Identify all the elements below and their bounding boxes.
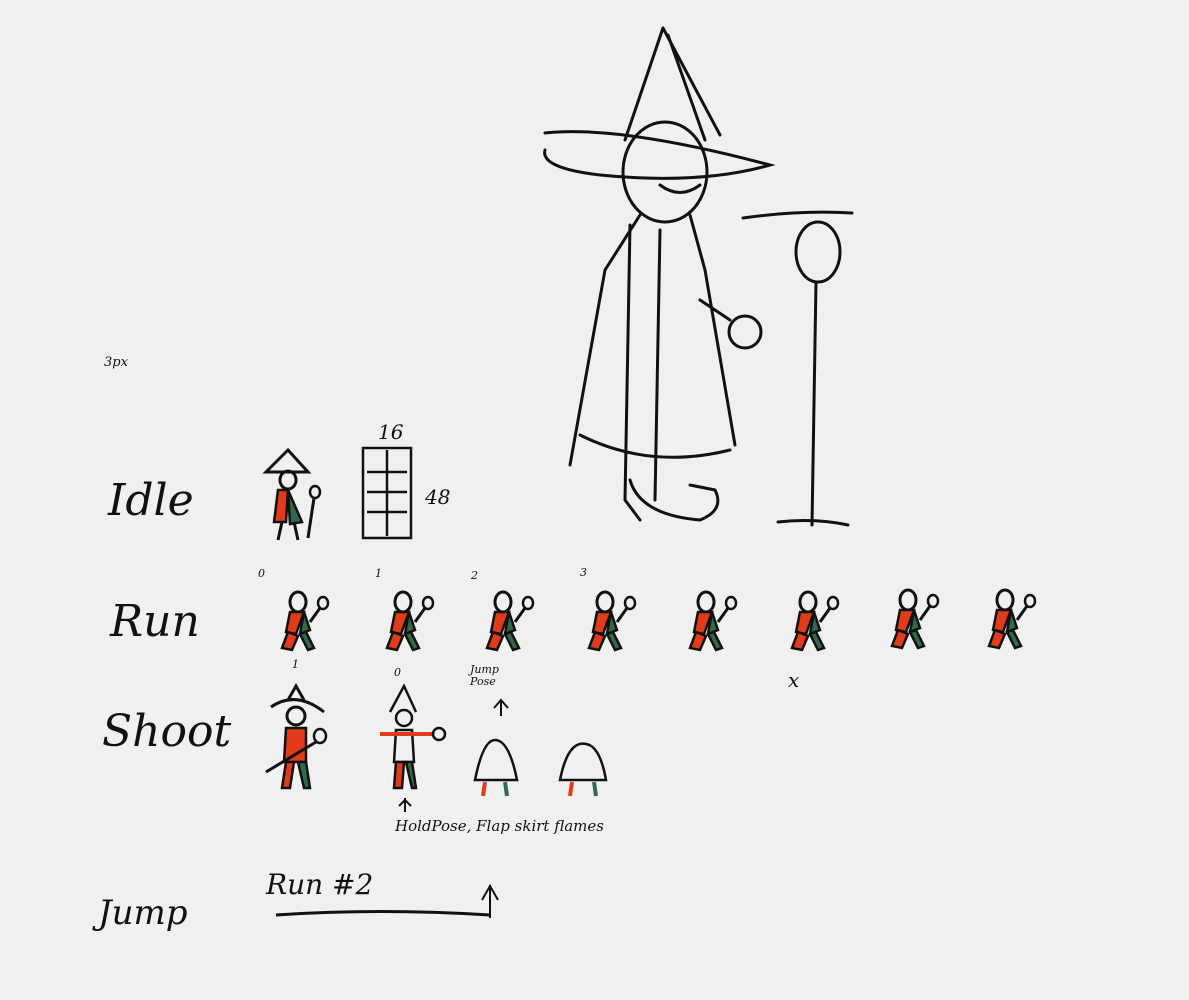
run2-note: Run #2: [266, 868, 374, 901]
row-label-jump: Jump: [98, 893, 188, 933]
sprite-height-label: 48: [425, 485, 451, 509]
sprite-width-label: 16: [378, 420, 404, 444]
skirt-flap-1: [473, 738, 519, 797]
run-cycle-sprites: [280, 588, 1037, 652]
run-sprite: [587, 590, 637, 652]
shoot-frame-number: 1: [292, 658, 299, 671]
row-label-shoot: Shoot: [102, 706, 232, 757]
run-sprite: [790, 590, 840, 652]
scale-note: 3px: [104, 355, 128, 370]
run-sprite: [485, 590, 535, 652]
run-sprite: [385, 590, 435, 652]
row-label-idle: Idle: [108, 475, 194, 526]
jump-underline: [275, 910, 491, 917]
hold-pose-note: HoldPose, Flap skirt flames: [395, 817, 604, 835]
row-label-run: Run: [110, 596, 200, 647]
skirt-flap-2: [558, 742, 608, 797]
run-frame-number: 2: [471, 569, 478, 582]
shoot-sprite-2: [380, 683, 447, 790]
idle-sprite: [262, 447, 322, 541]
arrow-marks: [398, 698, 509, 918]
run-sprite: [987, 588, 1037, 650]
shoot-sprite-1: [265, 682, 328, 790]
discard-mark: x: [788, 668, 800, 692]
shoot-frame-number: 0: [394, 666, 401, 679]
run-frame-number: 0: [258, 567, 265, 580]
run-sprite: [688, 590, 738, 652]
run-frame-number: 1: [375, 567, 382, 580]
run-sprite: [890, 588, 940, 650]
run-sprite: [280, 590, 330, 652]
sprite-size-box: [361, 446, 413, 540]
run-frame-number: 3: [580, 566, 587, 579]
jump-pose-note: Jump Pose: [470, 663, 499, 688]
wizard-concept-sketch: [543, 26, 854, 527]
